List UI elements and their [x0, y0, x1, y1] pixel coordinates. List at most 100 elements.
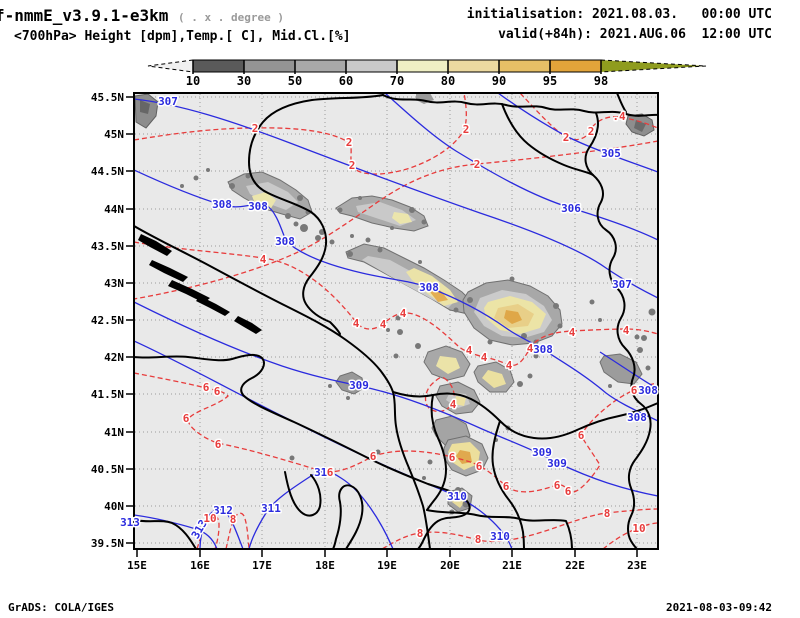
temp-contour-label: 4 — [353, 317, 360, 330]
colorbar-segment — [396, 59, 449, 73]
lon-tick-label: 22E — [565, 559, 585, 572]
colorbar-tick-label: 95 — [543, 74, 557, 88]
lat-tick-label: 41.5N — [91, 388, 124, 401]
border-northeast — [616, 94, 627, 113]
height-contour-label: 308 — [627, 411, 647, 424]
height-contour-308 — [135, 169, 657, 422]
cloud-yellow — [392, 212, 412, 224]
coast-calabria — [284, 471, 322, 517]
temp-contour-label: 6 — [214, 385, 221, 398]
temp-contour-label: .4 — [612, 110, 626, 123]
colorbar-segment — [243, 59, 296, 73]
temp-contour-label: 4 — [380, 318, 387, 331]
temp-contour-label: 4 — [569, 326, 576, 339]
cloud-orange — [504, 310, 522, 324]
cloud-orange — [456, 450, 472, 464]
map-background — [134, 93, 658, 549]
coast-italy — [135, 353, 471, 548]
temp-contour-label: 6 — [327, 466, 334, 479]
lon-tick-label: 23E — [627, 559, 647, 572]
temp-contour-8 — [225, 512, 250, 548]
height-contour-312 — [199, 508, 244, 548]
temp-contour-label: 6 — [449, 451, 456, 464]
height-contour-309 — [135, 301, 657, 497]
temp-contour-label: 8 — [475, 533, 482, 546]
border-pannonia — [501, 103, 594, 176]
height-contour-label: 308 — [638, 384, 658, 397]
height-contour-label: 308 — [533, 343, 553, 356]
colorbar-tick-label: 80 — [441, 74, 455, 88]
temp-contour-4-loop — [424, 376, 455, 413]
height-contour-label: 309 — [547, 457, 567, 470]
height-contour-label: 310 — [447, 490, 467, 503]
temp-contour-label: 6 — [183, 412, 190, 425]
height-contour-label: 305 — [601, 147, 621, 160]
temp-contour-label: 6 — [503, 480, 510, 493]
lat-tick-label: 44N — [104, 203, 124, 216]
temp-contour-label: 6 — [631, 384, 638, 397]
adriatic-islands — [138, 234, 262, 334]
temp-contour-label: 6 — [215, 438, 222, 451]
border-central-balkans — [392, 391, 657, 440]
height-contour-306 — [385, 94, 657, 241]
grads-credit: GrADS: COLA/IGES — [8, 601, 114, 614]
creation-timestamp: 2021-08-03-09:42 — [666, 601, 772, 614]
lon-tick-label: 20E — [440, 559, 460, 572]
lon-tick-label: 21E — [502, 559, 522, 572]
temp-contour-label: 2 — [346, 136, 353, 149]
temp-contour-label: 10 — [632, 522, 645, 535]
cloud-inner — [246, 182, 298, 210]
height-contour-label: 308 — [275, 235, 295, 248]
border-croatia-loop — [248, 94, 384, 335]
temp-contour-label: 4 — [450, 398, 457, 411]
temp-contour-label: 8 — [604, 507, 611, 520]
colorbar-tick-label: 90 — [492, 74, 506, 88]
cloud-blob — [335, 371, 365, 395]
border-north — [382, 94, 657, 117]
height-contour-label: 309 — [349, 379, 369, 392]
colorbar-tick-label: 98 — [594, 74, 608, 88]
lon-tick-label: 15E — [127, 559, 147, 572]
height-contour-label: 313 — [120, 516, 140, 529]
border-serbia-east — [584, 112, 652, 548]
temp-contour-label: 4 — [260, 253, 267, 266]
temp-contour-label: 8 — [417, 527, 424, 540]
height-contour-label: 308 — [248, 200, 268, 213]
height-contour-label: 306 — [561, 202, 581, 215]
height-contour-label: 309 — [532, 446, 552, 459]
lat-tick-label: 45N — [104, 128, 124, 141]
height-contour-label: 312 — [213, 504, 233, 517]
lon-tick-label: 19E — [377, 559, 397, 572]
lat-tick-label: 44.5N — [91, 165, 124, 178]
cloud-yellow — [454, 396, 466, 406]
height-contour-label: 311 — [314, 466, 334, 479]
colorbar-segment — [447, 59, 500, 73]
temp-contour-label: 4 — [527, 342, 534, 355]
temp-contour-8 — [382, 508, 657, 548]
height-contour-label: 307 — [158, 95, 178, 108]
cloud-orange — [430, 284, 448, 302]
coast-taranto — [332, 484, 364, 548]
height-contour-313 — [135, 514, 218, 548]
temp-contour-label: 6 — [578, 429, 585, 442]
lat-tick-label: 41N — [104, 426, 124, 439]
colorbar-left-arrow — [147, 59, 194, 73]
temp-contour-10 — [603, 522, 657, 548]
cloud-core — [140, 100, 150, 114]
colorbar-segment — [192, 59, 245, 73]
temp-contour-label: 4 — [466, 344, 473, 357]
temp-contour-label: 6 — [370, 450, 377, 463]
lon-tick-label: 18E — [315, 559, 335, 572]
temp-contour-label: 6 — [565, 485, 572, 498]
temp-contour-label: 2 — [563, 131, 570, 144]
map-frame — [133, 92, 659, 550]
cloud-blob — [599, 353, 643, 385]
temp-contour-label: 8 — [230, 513, 237, 526]
temp-contour-label: 2 — [252, 122, 259, 135]
border-greece-north — [426, 509, 573, 548]
model-title: f-nmmE_v3.9.1-e3km ( . x . degree ) — [0, 6, 284, 25]
colorbar-segment — [549, 59, 602, 73]
lat-tick-label: 40.5N — [91, 463, 124, 476]
